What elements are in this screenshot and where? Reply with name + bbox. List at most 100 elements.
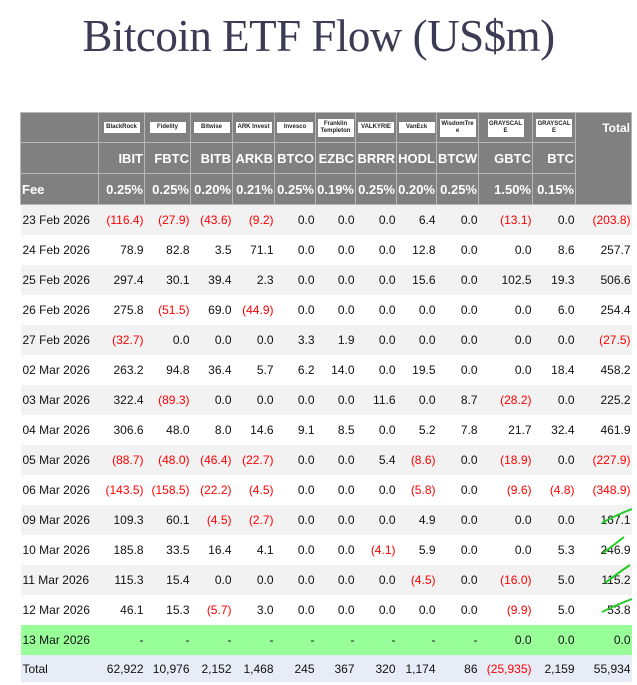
flow-value: 0.0 bbox=[355, 204, 397, 235]
flow-value: - bbox=[315, 625, 356, 655]
flow-value: 11.6 bbox=[355, 385, 397, 415]
flow-value: (116.4) bbox=[98, 204, 145, 235]
flow-value: 102.5 bbox=[478, 265, 533, 295]
issuer-logo: GRAYSCALE bbox=[536, 118, 572, 137]
flow-value: 0.0 bbox=[190, 325, 233, 355]
table-row: 11 Mar 2026 115.3 15.4 0.0 0.0 0.0 0.0 0.0 (4.5)… bbox=[20, 565, 632, 595]
flow-value: 263.2 bbox=[98, 355, 145, 385]
row-total: (227.9) bbox=[575, 445, 632, 475]
totals-label: Total bbox=[20, 655, 99, 682]
row-date: 05 Mar 2026 bbox=[20, 445, 99, 475]
flow-value: 8.5 bbox=[315, 415, 356, 445]
flow-value: 15.4 bbox=[144, 565, 191, 595]
flow-value: 5.2 bbox=[396, 415, 437, 445]
fee-value: 0.20% bbox=[190, 173, 233, 205]
row-date: 03 Mar 2026 bbox=[20, 385, 99, 415]
flow-value: 2.3 bbox=[232, 265, 275, 295]
flow-value: 0.0 bbox=[355, 505, 397, 535]
check-mark-icon bbox=[604, 564, 631, 584]
flow-value: (44.9) bbox=[232, 295, 275, 325]
flow-value: 3.5 bbox=[190, 235, 233, 265]
fee-value: 0.21% bbox=[232, 173, 275, 205]
flow-value: 60.1 bbox=[144, 505, 191, 535]
flow-value: (9.9) bbox=[478, 595, 533, 625]
flow-value: 0.0 bbox=[274, 235, 316, 265]
flow-value: 0.0 bbox=[396, 385, 437, 415]
total-value: 367 bbox=[315, 655, 356, 682]
corner-cell bbox=[20, 142, 99, 174]
issuer-logo: WisdomTree bbox=[439, 118, 476, 137]
flow-value: (5.8) bbox=[396, 475, 437, 505]
flow-value: 36.4 bbox=[190, 355, 233, 385]
flow-value: 0.0 bbox=[315, 565, 356, 595]
corner-cell bbox=[20, 112, 99, 143]
flow-value: (4.5) bbox=[396, 565, 437, 595]
flow-value: 0.0 bbox=[355, 265, 397, 295]
check-mark-icon bbox=[601, 598, 633, 613]
flow-value: (9.6) bbox=[478, 475, 533, 505]
row-date: 26 Feb 2026 bbox=[20, 295, 99, 325]
flow-value: 275.8 bbox=[98, 295, 145, 325]
flow-value: 94.8 bbox=[144, 355, 191, 385]
etf-flow-table: BlackRock Fidelity Bitwise ARK Invest Invesc… bbox=[20, 112, 632, 682]
row-total: (203.8) bbox=[575, 204, 632, 235]
flow-value: 0.0 bbox=[315, 295, 356, 325]
table-row: 25 Feb 2026 297.4 30.1 39.4 2.3 0.0 0.0 0.0 15.6… bbox=[20, 265, 632, 295]
issuer-logo-cell: Franklin Templeton bbox=[315, 112, 356, 143]
fee-value: 0.25% bbox=[436, 173, 479, 205]
flow-value: (16.0) bbox=[478, 565, 533, 595]
flow-value: (4.5) bbox=[232, 475, 275, 505]
fee-value: 0.20% bbox=[396, 173, 437, 205]
flow-value: 0.0 bbox=[532, 385, 576, 415]
table-row: 23 Feb 2026 (116.4) (27.9) (43.6) (9.2) 0.0 0.… bbox=[20, 204, 632, 235]
issuer-logo-cell: Bitwise bbox=[190, 112, 233, 143]
flow-value: 115.3 bbox=[98, 565, 145, 595]
flow-value: 0.0 bbox=[355, 415, 397, 445]
ticker-header: BTCW bbox=[436, 142, 479, 174]
flow-value: 19.5 bbox=[396, 355, 437, 385]
flow-value: 9.1 bbox=[274, 415, 316, 445]
flow-value: 0.0 bbox=[478, 535, 533, 565]
flow-value: 4.9 bbox=[396, 505, 437, 535]
flow-value: - bbox=[355, 625, 397, 655]
row-total: (348.9) bbox=[575, 475, 632, 505]
fee-label: Fee bbox=[20, 173, 99, 205]
row-date: 09 Mar 2026 bbox=[20, 505, 99, 535]
flow-value: 0.0 bbox=[478, 325, 533, 355]
issuer-logo: Fidelity bbox=[149, 122, 186, 133]
flow-value: (2.7) bbox=[232, 505, 275, 535]
flow-value: 0.0 bbox=[274, 295, 316, 325]
row-total: 246.9 bbox=[575, 535, 632, 565]
ticker-header: IBIT bbox=[98, 142, 145, 174]
flow-value: (5.7) bbox=[190, 595, 233, 625]
flow-value: (48.0) bbox=[144, 445, 191, 475]
flow-value: 16.4 bbox=[190, 535, 233, 565]
table-row: 24 Feb 2026 78.9 82.8 3.5 71.1 0.0 0.0 0.0 12.8 0… bbox=[20, 235, 632, 265]
issuer-logo: VanEck bbox=[398, 122, 435, 133]
flow-value: 1.9 bbox=[315, 325, 356, 355]
row-date: 10 Mar 2026 bbox=[20, 535, 99, 565]
ticker-header: EZBC bbox=[315, 142, 356, 174]
flow-value: 306.6 bbox=[98, 415, 145, 445]
fee-value: 0.25% bbox=[274, 173, 316, 205]
flow-value: 5.0 bbox=[532, 595, 576, 625]
issuer-logo-cell: GRAYSCALE bbox=[532, 112, 576, 143]
flow-value: 0.0 bbox=[274, 505, 316, 535]
ticker-header: BRRR bbox=[355, 142, 397, 174]
row-total: 461.9 bbox=[575, 415, 632, 445]
check-mark-icon bbox=[601, 508, 633, 524]
flow-value: 0.0 bbox=[315, 505, 356, 535]
flow-value: (4.1) bbox=[355, 535, 397, 565]
flow-value: 0.0 bbox=[190, 385, 233, 415]
table-row: 13 Mar 2026- - - - - - - - -0.0 0.0 0.0 bbox=[20, 625, 632, 655]
fee-value: 0.25% bbox=[355, 173, 397, 205]
table-row: 09 Mar 2026 109.3 60.1 (4.5) (2.7) 0.0 0.0 0.0 4… bbox=[20, 505, 632, 535]
flow-value: 0.0 bbox=[436, 565, 479, 595]
flow-value: 0.0 bbox=[436, 204, 479, 235]
flow-value: 19.3 bbox=[532, 265, 576, 295]
flow-value: 0.0 bbox=[532, 625, 576, 655]
total-value: 245 bbox=[274, 655, 316, 682]
flow-value: 0.0 bbox=[478, 355, 533, 385]
flow-value: (4.5) bbox=[190, 505, 233, 535]
flow-value: 14.6 bbox=[232, 415, 275, 445]
